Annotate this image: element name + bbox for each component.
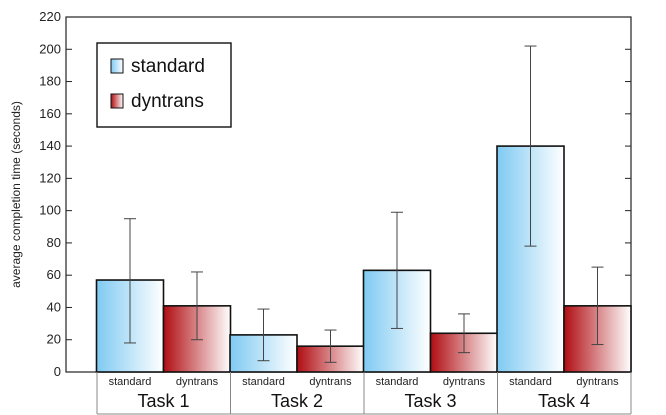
y-tick-label: 160 — [39, 106, 61, 121]
group-label: Task 4 — [538, 391, 590, 411]
legend-box — [96, 42, 232, 128]
y-tick-label: 80 — [47, 235, 61, 250]
y-tick-label: 100 — [39, 203, 61, 218]
category-label: standard — [109, 376, 152, 388]
category-label: dyntrans — [309, 376, 352, 388]
y-tick-label: 60 — [47, 267, 61, 282]
y-tick-label: 20 — [47, 332, 61, 347]
category-label: dyntrans — [443, 376, 486, 388]
y-tick-label: 200 — [39, 41, 61, 56]
group-label: Task 2 — [271, 391, 323, 411]
bar-standard-4 — [496, 145, 565, 373]
y-axis-label: average completion time (seconds) — [9, 101, 23, 288]
y-tick-label: 180 — [39, 74, 61, 89]
category-label: standard — [509, 376, 552, 388]
category-label: standard — [242, 376, 285, 388]
legend-swatch-standard — [110, 58, 124, 74]
group-label: Task 3 — [404, 391, 456, 411]
legend-swatch-dyntrans — [110, 93, 124, 109]
group-label: Task 1 — [137, 391, 189, 411]
category-label: standard — [376, 376, 419, 388]
y-tick-label: 0 — [54, 364, 61, 379]
legend-label-standard: standard — [131, 56, 205, 77]
category-label: dyntrans — [176, 376, 219, 388]
y-tick-label: 120 — [39, 170, 61, 185]
y-tick-label: 140 — [39, 138, 61, 153]
y-tick-label: 220 — [39, 9, 61, 24]
legend-label-dyntrans: dyntrans — [131, 91, 204, 112]
y-tick-label: 40 — [47, 299, 61, 314]
category-label: dyntrans — [576, 376, 619, 388]
